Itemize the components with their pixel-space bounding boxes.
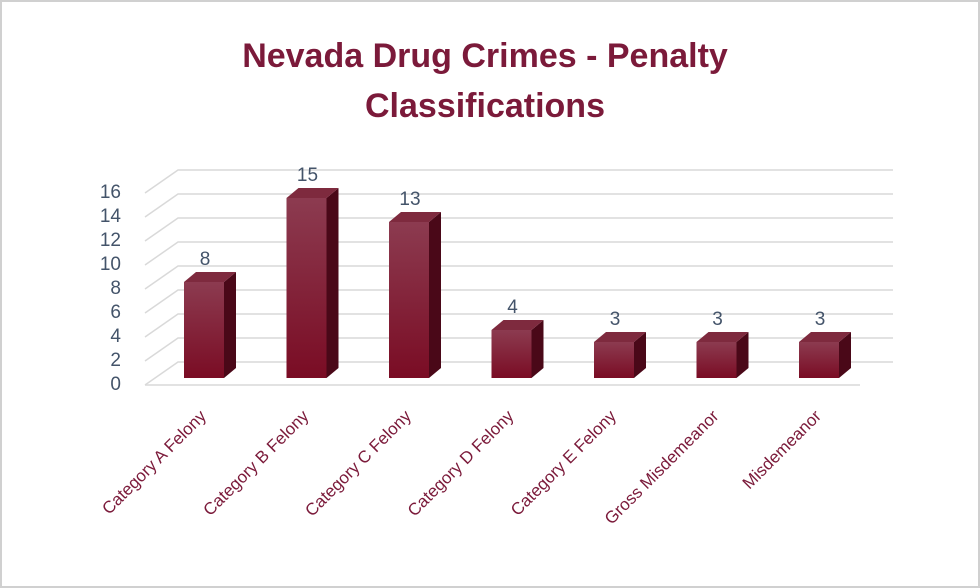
bar-top: [184, 272, 236, 282]
value-label: 4: [507, 297, 518, 318]
value-label: 15: [297, 165, 318, 186]
y-tick-label: 8: [110, 278, 121, 299]
y-tick-label: 0: [110, 374, 121, 395]
y-tick-label: 14: [100, 206, 122, 227]
bar-side: [531, 320, 544, 378]
bar: [184, 272, 236, 378]
bar-top: [696, 332, 749, 342]
value-label: 3: [712, 309, 723, 330]
bar-front: [696, 342, 737, 378]
grid-line: [144, 265, 893, 290]
value-label: 8: [200, 249, 211, 270]
bar-side: [839, 332, 851, 378]
grid-line: [144, 361, 893, 386]
bar-front: [799, 342, 839, 378]
value-label: 13: [399, 189, 420, 210]
bar-side: [224, 272, 236, 378]
grid-line: [144, 313, 893, 338]
bar-front: [491, 330, 532, 378]
y-tick-label: 16: [100, 182, 121, 203]
value-label: 3: [610, 309, 621, 330]
bar-front: [389, 222, 429, 378]
bar-front: [184, 282, 224, 378]
bar-top: [389, 212, 441, 222]
bar-top: [491, 320, 544, 330]
grid-line: [144, 217, 893, 242]
grid-line: [144, 289, 893, 314]
chart-title: Classifications: [365, 87, 605, 125]
bar-front: [594, 342, 634, 378]
y-tick-label: 10: [100, 254, 121, 275]
bar-side: [736, 332, 749, 378]
y-tick-label: 6: [110, 302, 121, 323]
bar-top: [799, 332, 851, 342]
chart-title: Nevada Drug Crimes - Penalty: [242, 37, 728, 75]
bar-top: [594, 332, 646, 342]
y-tick-label: 12: [100, 230, 121, 251]
bar-side: [429, 212, 441, 378]
value-label: 3: [815, 309, 826, 330]
bar: [696, 332, 749, 378]
y-tick-label: 4: [110, 326, 121, 347]
bar: [799, 332, 851, 378]
bar: [594, 332, 646, 378]
bar: [389, 212, 441, 378]
bar-front: [286, 198, 327, 378]
y-tick-label: 2: [110, 350, 121, 371]
bar-side: [326, 188, 339, 378]
grid-line: [144, 193, 893, 218]
bar: [286, 188, 339, 378]
bar-top: [286, 188, 339, 198]
grid-line: [144, 169, 893, 194]
bar-side: [634, 332, 646, 378]
grid-line: [144, 241, 893, 266]
bar: [491, 320, 544, 378]
grid-line: [144, 337, 893, 362]
